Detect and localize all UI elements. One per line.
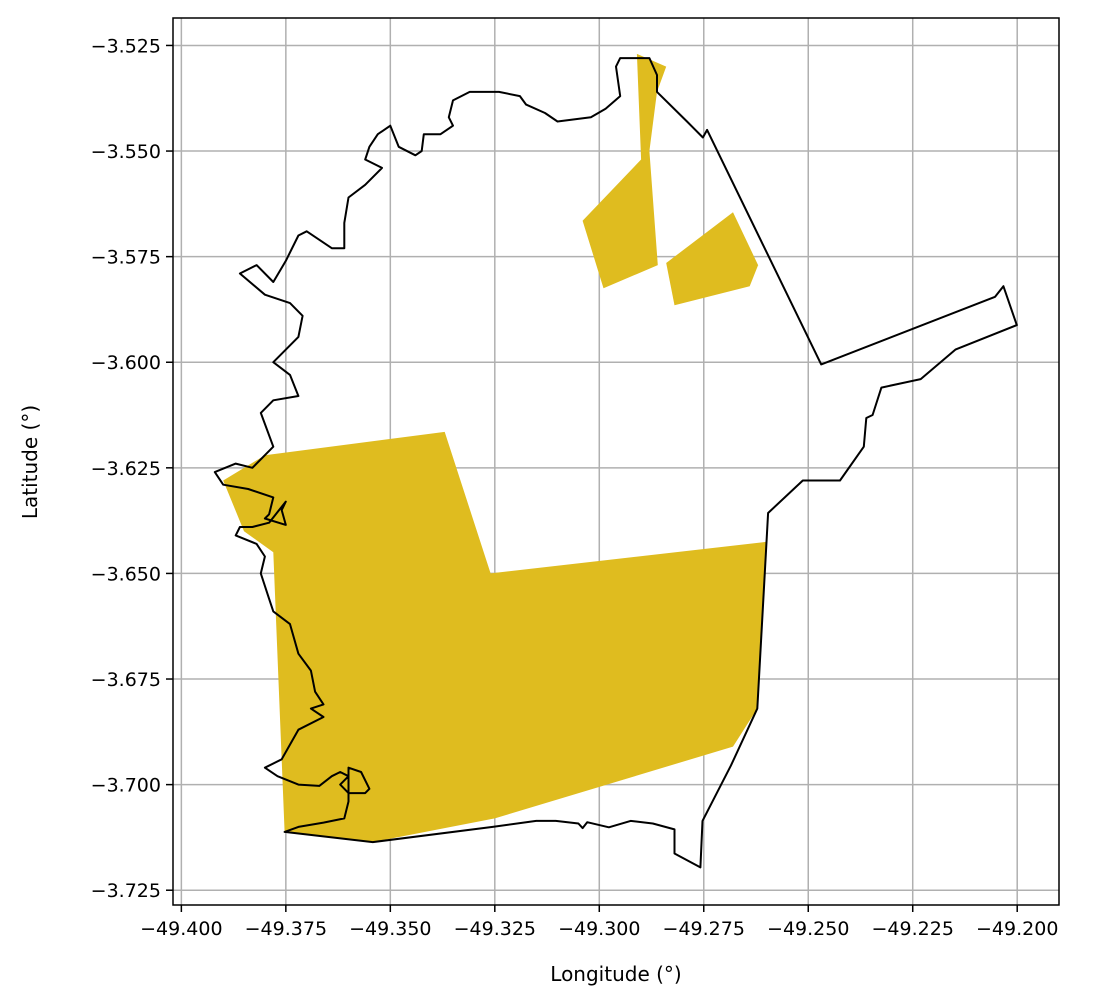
y-tick-label: −3.650 bbox=[91, 563, 161, 585]
x-tick-label: −49.375 bbox=[245, 918, 327, 940]
y-tick-label: −3.625 bbox=[91, 458, 161, 480]
y-axis-title: Latitude (°) bbox=[18, 405, 42, 519]
shaded-region bbox=[582, 53, 667, 289]
x-tick-label: −49.350 bbox=[349, 918, 431, 940]
x-tick-label: −49.300 bbox=[558, 918, 640, 940]
y-tick-label: −3.725 bbox=[91, 880, 161, 902]
y-tick-label: −3.575 bbox=[91, 247, 161, 269]
x-tick-label: −49.225 bbox=[872, 918, 954, 940]
y-tick-label: −3.600 bbox=[91, 352, 161, 374]
axes-frame bbox=[172, 17, 1060, 906]
x-tick-label: −49.250 bbox=[767, 918, 849, 940]
x-tick-label: −49.275 bbox=[663, 918, 745, 940]
shaded-regions bbox=[223, 53, 767, 843]
x-tick-label: −49.400 bbox=[140, 918, 222, 940]
y-tick-label: −3.700 bbox=[91, 775, 161, 797]
y-tick-label: −3.675 bbox=[91, 669, 161, 691]
boundary-outline bbox=[213, 57, 1018, 869]
shaded-region bbox=[666, 212, 759, 306]
plot-area bbox=[172, 17, 1060, 906]
shaded-region bbox=[223, 431, 767, 843]
y-tick-label: −3.525 bbox=[91, 35, 161, 57]
y-tick-label: −3.550 bbox=[91, 141, 161, 163]
x-tick-label: −49.325 bbox=[454, 918, 536, 940]
x-tick-label: −49.200 bbox=[976, 918, 1058, 940]
axis-ticks: −49.400 −49.375 −49.350 −49.325 −49.300 −49.2… bbox=[91, 35, 1059, 940]
x-axis-title: Longitude (°) bbox=[550, 962, 681, 986]
